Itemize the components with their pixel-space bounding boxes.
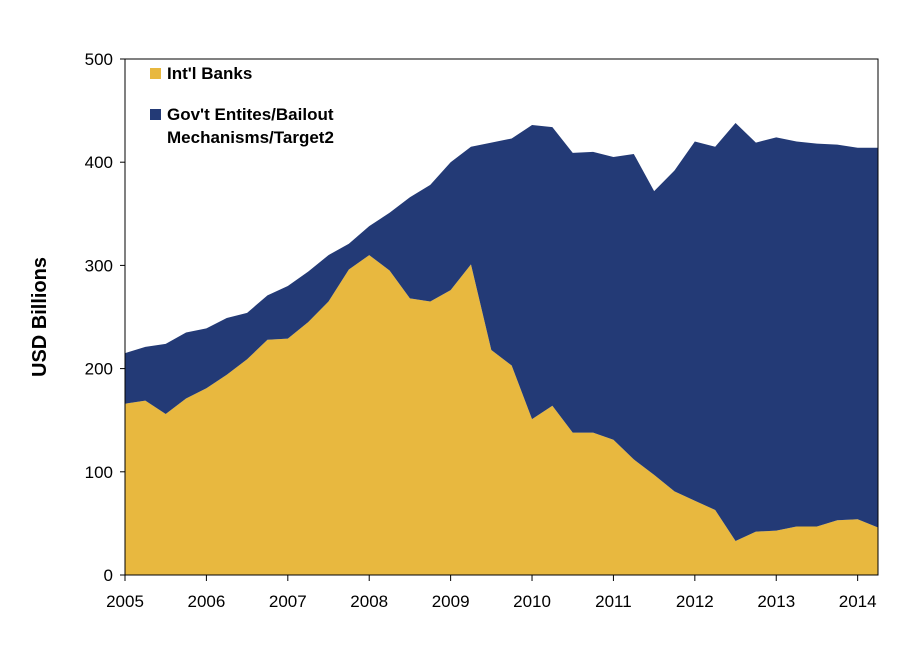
- x-tick-label: 2010: [513, 592, 551, 611]
- legend-swatch-govt-entities: [150, 109, 161, 120]
- x-tick-label: 2012: [676, 592, 714, 611]
- y-axis-title: USD Billions: [29, 257, 51, 377]
- legend-swatch-intl-banks: [150, 68, 161, 79]
- area-layer: [125, 122, 878, 575]
- area-series-govt-entities: [125, 122, 878, 541]
- x-tick-label: 2006: [187, 592, 225, 611]
- y-tick-label: 200: [85, 360, 113, 379]
- plot-frame: [124, 58, 879, 576]
- legend-label-intl-banks: Int'l Banks: [167, 64, 252, 83]
- x-tick-label: 2009: [432, 592, 470, 611]
- tick-layer: 0 100 200 300 400 500 2005 2006 2007 2008 2009 2010…: [85, 50, 877, 611]
- area-series-intl-banks: [125, 255, 878, 575]
- legend: Int'l Banks Gov't Entites/Bailout Mechan…: [150, 64, 334, 147]
- x-tick-label: 2005: [106, 592, 144, 611]
- x-tick-label: 2007: [269, 592, 307, 611]
- x-tick-label: 2013: [757, 592, 795, 611]
- y-tick-label: 100: [85, 463, 113, 482]
- x-tick-label: 2014: [839, 592, 877, 611]
- legend-label-govt-entities-line1: Gov't Entites/Bailout: [167, 105, 334, 124]
- legend-label-govt-entities-line2: Mechanisms/Target2: [167, 128, 334, 147]
- x-tick-label: 2011: [595, 592, 632, 611]
- x-tick-label: 2008: [350, 592, 388, 611]
- y-tick-label: 0: [104, 566, 113, 585]
- y-tick-label: 400: [85, 153, 113, 172]
- y-tick-label: 500: [85, 50, 113, 69]
- y-tick-label: 300: [85, 256, 113, 275]
